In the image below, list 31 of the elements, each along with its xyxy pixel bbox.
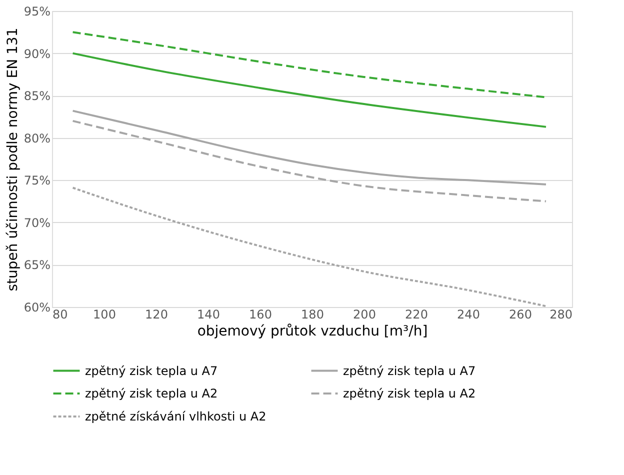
y-tick-label: 80%: [24, 131, 50, 146]
y-tick-label: 75%: [24, 174, 50, 188]
x-tick-label: 200: [353, 308, 376, 322]
y-tick-label: 85%: [24, 89, 50, 104]
line-series: [72, 186, 547, 308]
legend-label: zpětný zisk tepla u A2: [85, 386, 218, 400]
x-tick-label: 180: [301, 308, 324, 322]
x-tick-label: 260: [509, 308, 532, 322]
y-tick-label: 70%: [24, 216, 50, 230]
y-tick-label: 65%: [24, 258, 50, 272]
y-tick-label: 95%: [24, 4, 50, 18]
legend-label: zpětný zisk tepla u A2: [343, 386, 476, 400]
x-tick-label: 280: [550, 308, 572, 322]
x-tick-label: 80: [52, 308, 68, 322]
line-series: [72, 31, 547, 98]
y-axis-title: stupeň účinnosti podle normy EN 131: [4, 28, 21, 292]
y-tick-label: 90%: [24, 46, 50, 61]
line-series: [72, 52, 547, 128]
x-tick-label: 140: [197, 308, 220, 322]
line-series: [72, 110, 547, 186]
x-tick-label: 240: [457, 308, 480, 322]
x-tick-label: 100: [93, 308, 116, 322]
x-tick-label: 120: [145, 308, 168, 322]
line-series: [72, 120, 547, 202]
x-tick-label: 160: [249, 308, 272, 322]
legend-label: zpětný zisk tepla u A7: [343, 364, 476, 378]
legend-label: zpětný zisk tepla u A7: [85, 364, 218, 378]
y-tick-label: 60%: [24, 300, 50, 314]
x-axis-title: objemový průtok vzduchu [m³/h]: [197, 324, 428, 340]
legend-label: zpětné získávání vlhkosti u A2: [85, 410, 266, 424]
x-tick-label: 220: [405, 308, 428, 322]
